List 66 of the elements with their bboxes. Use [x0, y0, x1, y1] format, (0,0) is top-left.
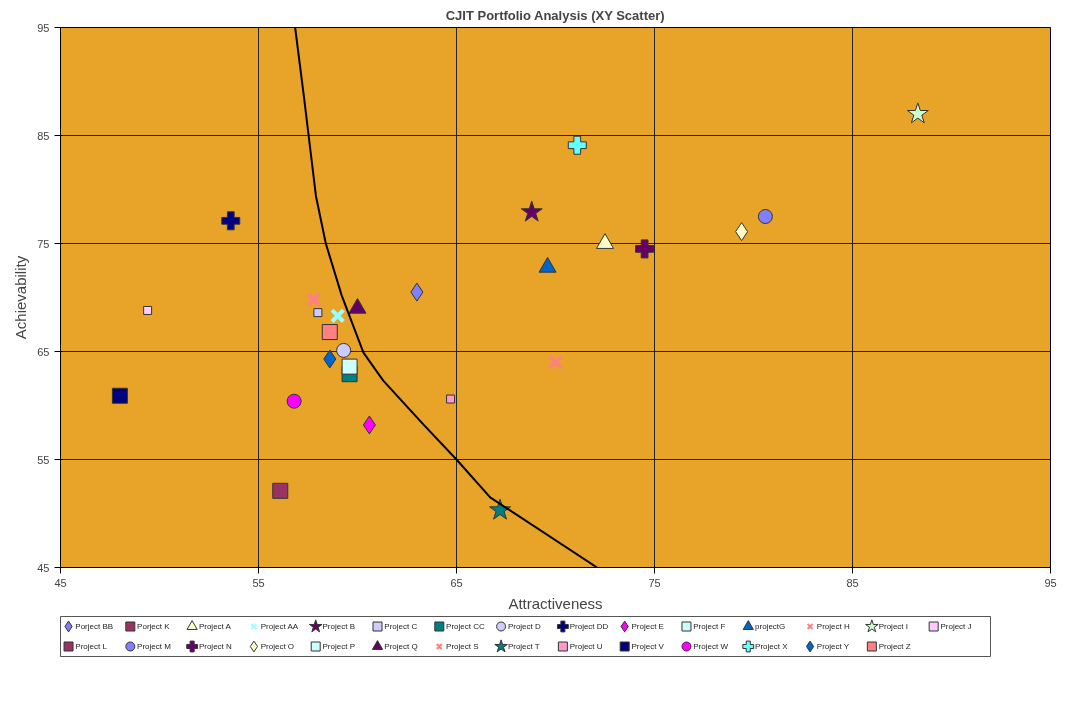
point — [567, 135, 587, 155]
point — [330, 308, 346, 324]
legend-label: Project V — [631, 642, 665, 651]
point — [341, 358, 358, 375]
legend-label: Project I — [878, 622, 908, 631]
legend-label: Project P — [322, 642, 355, 651]
legend-label: Project X — [755, 642, 789, 651]
chart-title: CJIT Portfolio Analysis (XY Scatter) — [445, 7, 665, 23]
legend-label: Project H — [816, 622, 850, 631]
y-tick-label: 65 — [37, 345, 50, 358]
legend-label: Project M — [137, 642, 172, 651]
legend-label: Project Y — [816, 642, 850, 651]
legend-label: Project C — [384, 622, 418, 631]
point — [321, 324, 338, 341]
point — [143, 305, 153, 315]
y-tick-label: 85 — [37, 129, 50, 142]
point — [906, 102, 929, 124]
legend-label: Project B — [322, 622, 355, 631]
legend-label: Project W — [693, 642, 729, 651]
y-tick-label: 45 — [37, 561, 50, 574]
legend-label: Project U — [569, 642, 603, 651]
legend-label: Project DD — [569, 622, 609, 631]
legend-label: Project A — [198, 622, 232, 631]
point — [221, 211, 241, 231]
point — [635, 239, 655, 259]
legend-label: Project S — [446, 642, 479, 651]
x-tick-label: 95 — [1044, 576, 1057, 589]
point — [306, 292, 322, 308]
y-axis-title: Achievability — [12, 255, 30, 340]
point — [111, 387, 128, 404]
y-tick-label: 75 — [37, 237, 50, 250]
point — [520, 200, 543, 222]
legend-label: Project Z — [878, 642, 911, 651]
legend-label: Project E — [631, 622, 664, 631]
x-axis-title: Attractiveness — [508, 594, 603, 612]
legend-label: Project L — [75, 642, 108, 651]
point — [336, 342, 352, 358]
x-tick-label: 65 — [450, 576, 463, 589]
legend-label: Porject BB — [75, 622, 114, 631]
point — [735, 222, 749, 242]
point — [313, 308, 323, 318]
legend-label: Project J — [940, 622, 972, 631]
point — [446, 394, 456, 404]
x-tick-label: 85 — [846, 576, 859, 589]
x-tick-label: 75 — [648, 576, 661, 589]
point — [757, 209, 773, 224]
point — [323, 349, 337, 369]
legend-label: Project N — [198, 642, 233, 651]
legend-label: Porject K — [137, 622, 171, 631]
legend-label: projectG — [755, 622, 786, 631]
point — [272, 482, 289, 499]
legend-label: Project CC — [446, 622, 485, 631]
legend-label: Project AA — [260, 622, 299, 631]
point — [410, 282, 424, 302]
point — [362, 415, 376, 435]
point — [547, 354, 564, 370]
legend-label: Project O — [260, 642, 295, 651]
y-tick-label: 95 — [37, 21, 50, 34]
legend-label: Project Q — [384, 642, 418, 651]
x-tick-label: 55 — [252, 576, 265, 589]
legend-label: Project T — [507, 642, 540, 651]
x-tick-label: 45 — [54, 576, 67, 589]
legend-label: Project F — [693, 622, 726, 631]
y-tick-label: 55 — [37, 453, 50, 466]
point — [286, 393, 302, 409]
legend-label: Project D — [507, 622, 542, 631]
